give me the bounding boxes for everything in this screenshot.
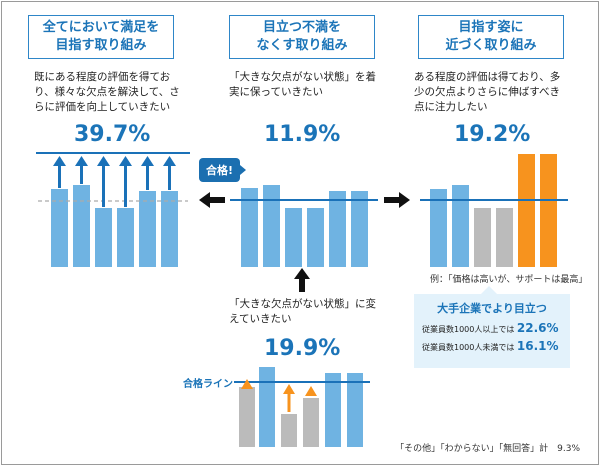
center-bar — [263, 185, 280, 267]
right-example: 例：「価格は高いが、サポートは最高」 — [430, 275, 588, 285]
left-bar — [95, 208, 112, 267]
left-description: 既にある程度の評価を得てお り、様々な欠点を解決して、さ らに評価を向上していき… — [34, 71, 180, 113]
right-bar-group — [420, 154, 568, 267]
center-description: 「大きな欠点がない状態」を着 実に保っていきたい — [229, 71, 376, 98]
right-description: ある程度の評価は得ており、多 少の欠点よりさらに伸ばすべき 点に注力したい — [414, 71, 561, 113]
arrow-up-icon — [294, 268, 310, 292]
panel-row-2-value: 16.1% — [516, 339, 559, 353]
connector-arrows — [199, 192, 410, 292]
bottom-description: 「大きな欠点がない状態」に変 えていきたい — [229, 298, 376, 325]
panel-pointer — [480, 286, 498, 295]
right-bar — [518, 154, 535, 267]
left-header: 全てにおいて満足を 目指す取り組み — [28, 15, 174, 59]
right-bar — [430, 189, 447, 267]
bottom-bar — [347, 373, 363, 447]
bottom-bar — [239, 387, 255, 447]
enterprise-panel: 大手企業でより目立つ 従業員数1000人以上では 22.6% 従業員数1000人… — [414, 294, 570, 368]
footer-note: 「その他」「わからない」「無回答」計 9.3% — [395, 444, 580, 454]
bottom-bar — [325, 373, 341, 447]
bottom-bar — [303, 398, 319, 447]
arrow-left-icon — [199, 192, 225, 208]
panel-row-1-label: 従業員数1000人以上では — [422, 325, 515, 334]
left-bar — [73, 185, 90, 267]
left-bar-group — [36, 152, 190, 267]
right-bar — [540, 154, 557, 267]
arrow-right-icon — [384, 192, 410, 208]
center-bar — [329, 191, 346, 267]
panel-row-1: 従業員数1000人以上では 22.6% — [422, 321, 559, 335]
center-bar-group — [230, 185, 378, 267]
right-bar — [474, 208, 491, 267]
bottom-bar — [281, 414, 297, 447]
panel-row-2: 従業員数1000人未満では 16.1% — [422, 339, 559, 353]
left-bar — [139, 191, 156, 267]
bottom-percentage: 19.9% — [264, 336, 341, 361]
center-percentage: 11.9% — [264, 122, 341, 147]
panel-row-2-label: 従業員数1000人未満では — [422, 343, 515, 352]
center-bar — [241, 188, 258, 267]
bottom-bar — [259, 367, 275, 447]
left-bar — [161, 191, 178, 267]
bottom-up-arrows — [241, 379, 317, 412]
bottom-bar-group — [234, 367, 370, 447]
left-up-arrows — [53, 156, 176, 207]
right-bar — [496, 208, 513, 267]
left-bar — [117, 208, 134, 267]
center-bar — [351, 191, 368, 267]
left-bar — [51, 189, 68, 267]
pass-line-label: 合格ライン — [183, 379, 233, 390]
left-percentage: 39.7% — [74, 122, 151, 147]
center-header: 目立つ不満を なくす取り組み — [229, 15, 375, 59]
right-header: 目指す姿に 近づく取り組み — [418, 15, 564, 59]
center-bar — [307, 208, 324, 267]
center-bar — [285, 208, 302, 267]
panel-title: 大手企業でより目立つ — [437, 302, 547, 315]
right-bar — [452, 185, 469, 267]
panel-row-1-value: 22.6% — [516, 321, 559, 335]
right-percentage: 19.2% — [454, 122, 531, 147]
pass-badge: 合格! — [199, 158, 247, 182]
